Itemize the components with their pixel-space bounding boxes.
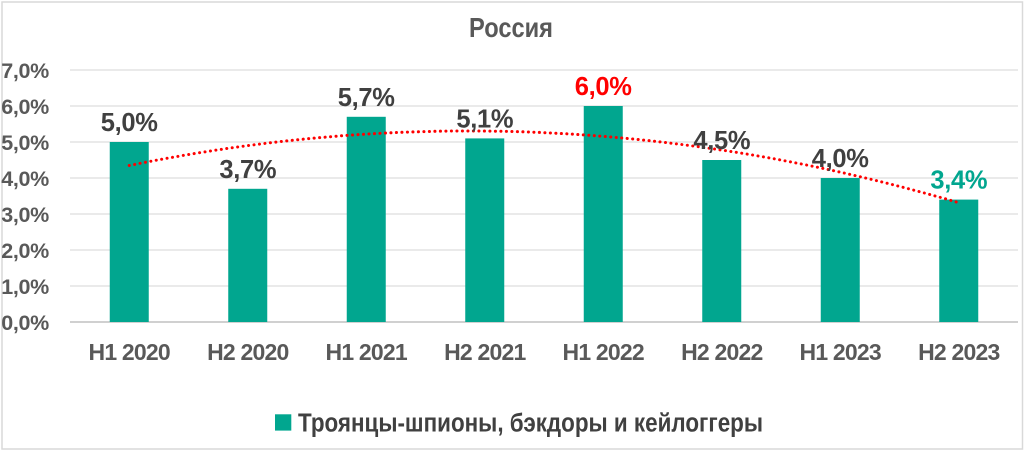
svg-text:1,0%: 1,0% — [1, 275, 49, 299]
svg-text:H2 2021: H2 2021 — [444, 339, 526, 365]
svg-text:H1 2020: H1 2020 — [89, 339, 170, 365]
svg-text:6,0%: 6,0% — [1, 95, 49, 119]
svg-text:5,1%: 5,1% — [456, 105, 513, 133]
svg-text:3,7%: 3,7% — [219, 156, 276, 184]
svg-text:3,4%: 3,4% — [930, 167, 987, 195]
svg-text:H1 2022: H1 2022 — [563, 339, 644, 365]
svg-text:7,0%: 7,0% — [1, 59, 49, 83]
svg-text:H2 2023: H2 2023 — [918, 339, 999, 365]
svg-text:5,7%: 5,7% — [338, 84, 395, 112]
svg-text:H2 2022: H2 2022 — [681, 339, 762, 365]
svg-text:5,0%: 5,0% — [101, 109, 158, 137]
svg-text:3,0%: 3,0% — [1, 203, 49, 227]
svg-text:H1 2021: H1 2021 — [326, 339, 408, 365]
svg-text:5,0%: 5,0% — [1, 131, 49, 155]
svg-text:4,5%: 4,5% — [693, 127, 750, 155]
svg-text:H2 2020: H2 2020 — [207, 339, 288, 365]
svg-text:0,0%: 0,0% — [1, 311, 49, 335]
svg-text:2,0%: 2,0% — [1, 239, 49, 263]
svg-text:H1 2023: H1 2023 — [800, 339, 881, 365]
svg-text:Россия: Россия — [469, 12, 553, 43]
svg-text:Троянцы-шпионы, бэкдоры и кейл: Троянцы-шпионы, бэкдоры и кейлоггеры — [298, 410, 763, 438]
svg-text:4,0%: 4,0% — [1, 167, 49, 191]
svg-text:4,0%: 4,0% — [812, 145, 869, 173]
svg-text:6,0%: 6,0% — [575, 73, 632, 101]
